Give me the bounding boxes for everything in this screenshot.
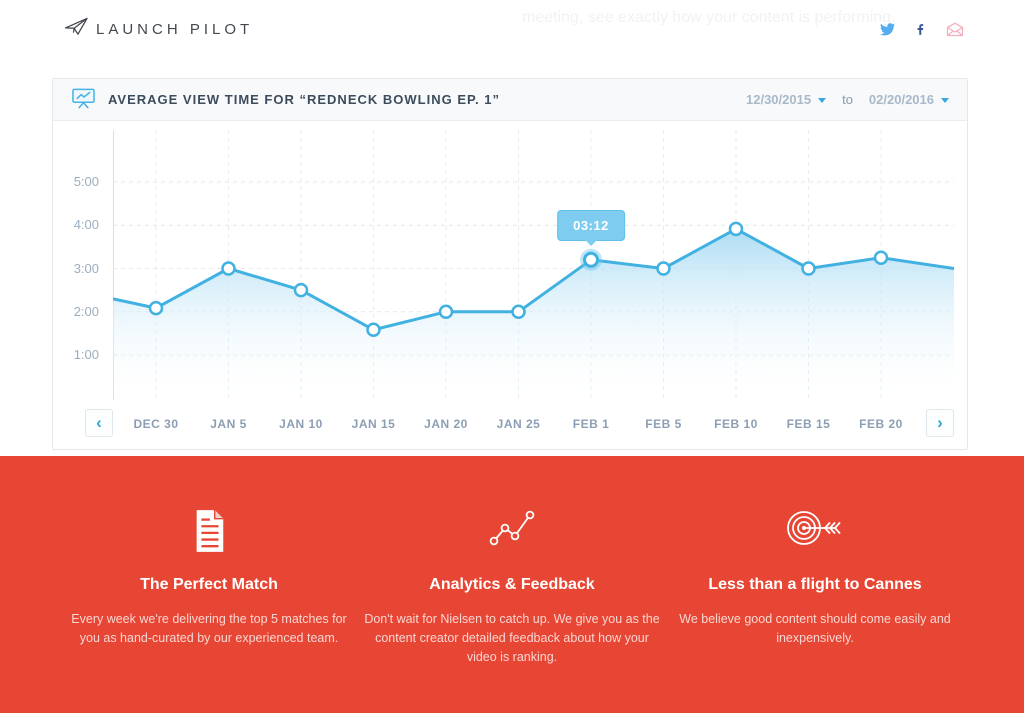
email-icon[interactable] (946, 22, 964, 37)
plot (112, 130, 955, 400)
prev-period-button[interactable]: ‹ (85, 409, 113, 437)
data-point[interactable] (583, 251, 599, 268)
facebook-icon[interactable] (914, 22, 927, 37)
feature-title: Analytics & Feedback (429, 576, 595, 593)
features-section: The Perfect Match Every week we're deliv… (0, 456, 1024, 713)
site-header: LAUNCH PILOT (0, 0, 1024, 62)
chart-title: AVERAGE VIEW TIME FOR “REDNECK BOWLING E… (108, 92, 500, 107)
x-axis-label: JAN 25 (496, 417, 541, 431)
chart-area: 5:00 4:00 3:00 2:00 1:00 03:12 DEC 30 JAN 5 JA… (53, 121, 967, 450)
x-axis-label: FEB 10 (714, 417, 758, 431)
date-range-to-label: to (842, 92, 853, 107)
document-icon (58, 508, 360, 558)
data-point[interactable] (511, 304, 526, 320)
chevron-down-icon (818, 97, 827, 103)
feature-cannes: Less than a flight to Cannes We believe … (664, 508, 966, 667)
x-axis-label: JAN 5 (210, 417, 247, 431)
date-to-value: 02/20/2016 (868, 92, 934, 107)
chart-panel-header: AVERAGE VIEW TIME FOR “REDNECK BOWLING E… (53, 79, 967, 121)
view-time-chart (112, 130, 955, 400)
feature-body: Every week we're delivering the top 5 ma… (71, 612, 347, 645)
date-from-value: 12/30/2015 (746, 92, 812, 107)
data-point[interactable] (728, 221, 744, 237)
x-axis-label: FEB 20 (859, 417, 903, 431)
data-point[interactable] (656, 261, 671, 276)
feature-title: The Perfect Match (140, 576, 278, 593)
feature-title: Less than a flight to Cannes (708, 576, 922, 593)
x-axis-label: FEB 1 (572, 417, 610, 431)
feature-analytics: Analytics & Feedback Don't wait for Niel… (361, 508, 663, 667)
next-period-button[interactable]: › (926, 409, 954, 437)
y-axis-label: 5:00 (73, 174, 99, 189)
tooltip: 03:12 (557, 209, 625, 246)
x-axis-label: JAN 15 (351, 417, 396, 431)
y-axis-label: 4:00 (73, 217, 99, 233)
data-point[interactable] (873, 250, 889, 265)
x-axis-label: JAN 10 (279, 417, 323, 431)
chart-panel: AVERAGE VIEW TIME FOR “REDNECK BOWLING E… (52, 78, 968, 450)
data-point[interactable] (148, 300, 164, 316)
area-fill (113, 228, 954, 400)
x-axis-label: DEC 30 (133, 417, 179, 431)
data-point[interactable] (221, 261, 236, 276)
analytics-icon (361, 508, 663, 558)
date-range: 12/30/2015 to 02/20/2016 (746, 92, 949, 107)
feature-body: We believe good content should come easi… (679, 612, 951, 645)
data-point[interactable] (293, 282, 309, 298)
x-axis-label: FEB 5 (645, 417, 682, 431)
tooltip-value: 03:12 (573, 217, 609, 233)
paper-plane-icon (64, 16, 89, 42)
feature-perfect-match: The Perfect Match Every week we're deliv… (58, 508, 360, 667)
chevron-down-icon (941, 97, 949, 103)
data-point[interactable] (801, 261, 816, 276)
logo-text: LAUNCH PILOT (96, 20, 254, 38)
data-point[interactable] (438, 304, 454, 320)
social-links (880, 22, 964, 37)
target-icon (664, 508, 966, 558)
y-axis: 5:00 4:00 3:00 2:00 1:00 (53, 130, 103, 400)
data-point[interactable] (366, 322, 381, 338)
chart-board-icon (71, 86, 96, 114)
x-axis-label: JAN 20 (424, 417, 468, 431)
date-to-dropdown[interactable]: 02/20/2016 (869, 92, 949, 107)
date-from-dropdown[interactable]: 12/30/2015 (746, 92, 827, 107)
twitter-icon[interactable] (880, 23, 895, 36)
logo[interactable]: LAUNCH PILOT (64, 16, 253, 42)
y-axis-label: 2:00 (73, 303, 99, 319)
y-axis-label: 1:00 (73, 347, 99, 362)
y-axis-label: 3:00 (73, 260, 99, 276)
x-axis-label: FEB 15 (786, 417, 831, 431)
x-axis: DEC 30 JAN 5 JAN 10 JAN 15 JAN 20 JAN 25 FEB 1… (113, 415, 954, 433)
faint-tagline: meeting, see exactly how your content is… (522, 9, 896, 26)
feature-body: Don't wait for Nielsen to catch up. We g… (364, 612, 660, 664)
